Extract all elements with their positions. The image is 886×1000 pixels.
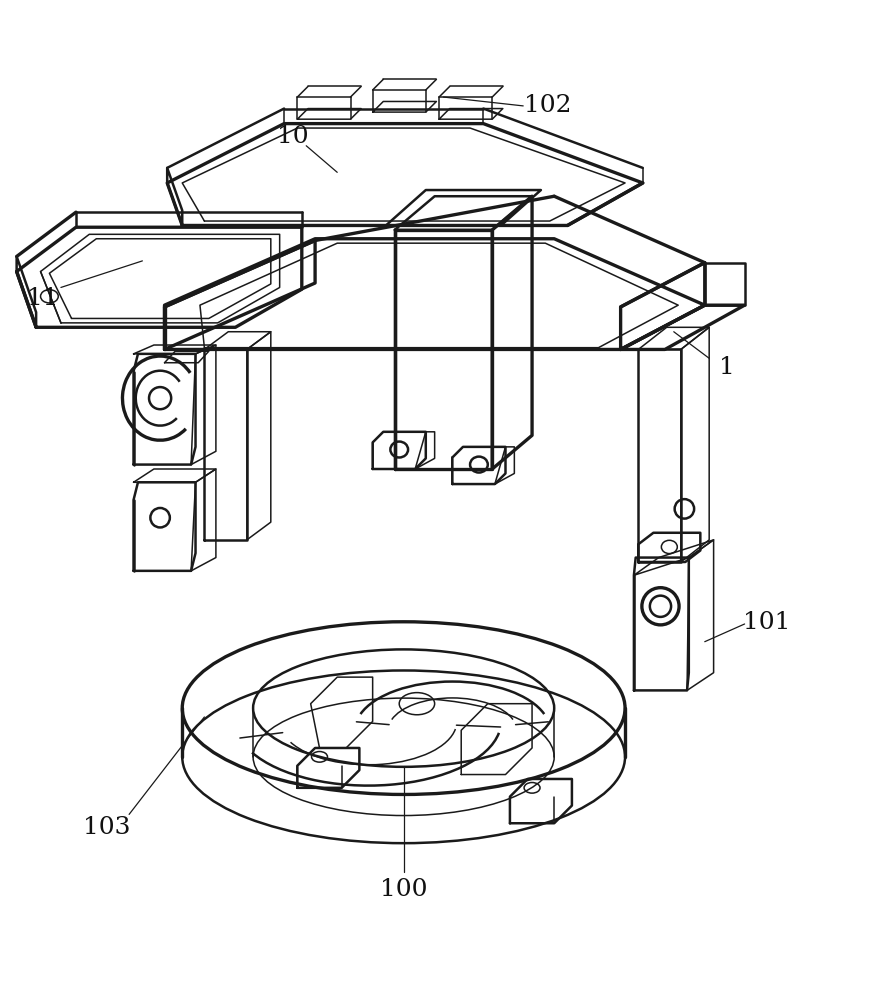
Text: 101: 101 bbox=[742, 611, 789, 634]
Text: 102: 102 bbox=[524, 94, 571, 117]
Text: 1: 1 bbox=[719, 356, 734, 379]
Text: 10: 10 bbox=[276, 125, 308, 148]
Text: 100: 100 bbox=[379, 878, 427, 901]
Text: 103: 103 bbox=[83, 816, 130, 839]
Text: 11: 11 bbox=[27, 287, 58, 310]
